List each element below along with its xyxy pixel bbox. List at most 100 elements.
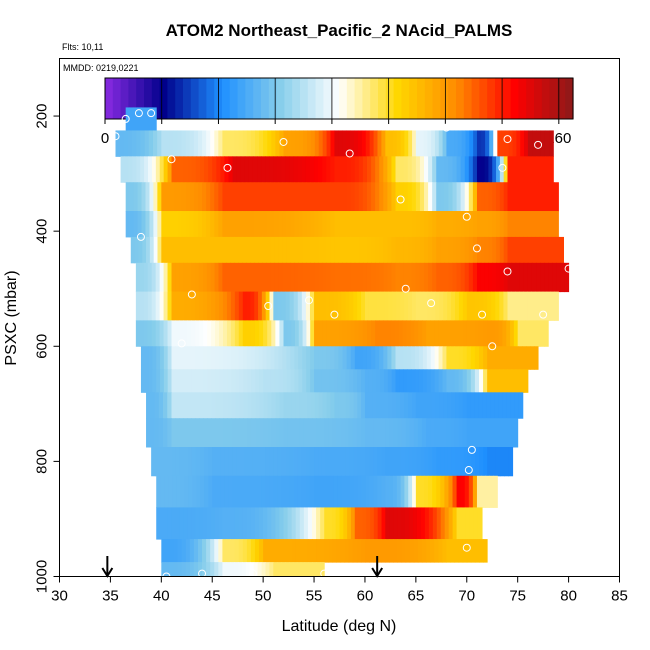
heatmap-cell	[168, 475, 173, 508]
heatmap-cell	[424, 447, 429, 477]
heatmap-cell	[195, 156, 201, 183]
heatmap-cell	[148, 346, 153, 370]
heatmap-cell	[478, 291, 484, 321]
heatmap-cell	[380, 291, 386, 321]
heatmap-cell	[482, 418, 487, 448]
heatmap-cell	[254, 507, 260, 540]
x-tick-label: 60	[357, 588, 374, 605]
heatmap-cell	[538, 291, 544, 321]
heatmap-cell	[318, 447, 323, 477]
heatmap-cell	[191, 507, 196, 540]
heatmap-cell	[491, 291, 496, 321]
heatmap-cell	[341, 475, 347, 508]
heatmap-cell	[208, 475, 213, 508]
heatmap-cell	[193, 236, 199, 264]
heatmap-cell	[155, 447, 160, 477]
heatmap-cell	[470, 392, 476, 419]
heatmap-cell	[395, 156, 401, 183]
heatmap-cell	[388, 392, 393, 419]
heatmap-cell	[385, 447, 390, 477]
heatmap-cell	[171, 346, 176, 370]
heatmap-cell	[214, 262, 219, 293]
heatmap-cell	[391, 346, 396, 370]
heatmap-cell	[383, 236, 388, 264]
heatmap-cell	[254, 539, 260, 563]
heatmap-cell	[167, 262, 172, 293]
heatmap-cell	[426, 418, 431, 448]
heatmap-cell	[250, 262, 255, 293]
heatmap-cell	[299, 418, 305, 448]
heatmap-cell	[314, 236, 319, 264]
colorbar-frame	[104, 77, 574, 120]
heatmap-cell	[224, 447, 230, 477]
heatmap-cell	[227, 369, 232, 393]
heatmap-cell	[234, 130, 240, 157]
sample-point	[167, 155, 176, 164]
heatmap-cell	[274, 182, 279, 212]
heatmap-cell	[279, 392, 284, 419]
heatmap-cell	[259, 539, 264, 563]
heatmap-cell	[417, 418, 423, 448]
heatmap-cell	[502, 392, 508, 419]
heatmap-cell	[346, 262, 352, 293]
heatmap-cell	[362, 507, 367, 540]
heatmap-cell	[360, 539, 366, 563]
heatmap-cell	[362, 262, 368, 293]
heatmap-cell	[198, 262, 204, 293]
heatmap-cell	[155, 262, 161, 293]
heatmap-cell	[238, 346, 244, 370]
heatmap-cell	[536, 320, 542, 347]
heatmap-cell	[295, 507, 301, 540]
heatmap-cell	[422, 369, 428, 393]
heatmap-cell	[258, 346, 264, 370]
heatmap-cell	[216, 156, 221, 183]
heatmap-cell	[322, 156, 327, 183]
heatmap-cell	[357, 447, 363, 477]
heatmap-cell	[349, 392, 354, 419]
heatmap-cell	[430, 539, 435, 563]
heatmap-cell	[423, 392, 429, 419]
heatmap-cell	[400, 447, 406, 477]
heatmap-cell	[488, 236, 493, 264]
heatmap-cell	[380, 369, 385, 393]
heatmap-cell	[518, 346, 523, 370]
heatmap-cell	[542, 291, 548, 321]
heatmap-cell	[246, 291, 251, 321]
heatmap-cell	[369, 475, 374, 508]
heatmap-cell	[395, 346, 400, 370]
heatmap-cell	[250, 507, 256, 540]
x-tick-label: 55	[306, 588, 323, 605]
sample-point	[223, 163, 232, 172]
heatmap-cell	[548, 262, 553, 293]
heatmap-cell	[173, 562, 179, 577]
heatmap-cell	[350, 262, 356, 293]
heatmap-cell	[310, 320, 315, 347]
heatmap-cell	[534, 211, 540, 238]
heatmap-cell	[193, 130, 199, 157]
heatmap-cell	[283, 539, 289, 563]
heatmap-cell	[282, 262, 287, 293]
heatmap-cell	[530, 346, 535, 370]
heatmap-cell	[203, 320, 208, 347]
heatmap-cell	[234, 262, 239, 293]
heatmap-cell	[282, 211, 287, 238]
heatmap-cell	[232, 475, 238, 508]
heatmap-cell	[452, 211, 458, 238]
heatmap-cell	[294, 369, 299, 393]
heatmap-cell	[527, 262, 533, 293]
heatmap-cell	[207, 320, 212, 347]
heatmap-cell	[207, 346, 212, 370]
heatmap-cell	[436, 475, 441, 508]
heatmap-cell	[338, 236, 344, 264]
heatmap-cell	[191, 392, 196, 419]
heatmap-cell	[210, 211, 215, 238]
heatmap-cell	[362, 320, 368, 347]
heatmap-cell	[357, 130, 363, 157]
heatmap-cell	[480, 156, 486, 183]
heatmap-cell	[252, 156, 258, 183]
heatmap-cell	[346, 346, 352, 370]
heatmap-cell	[515, 236, 520, 264]
heatmap-cell	[206, 507, 212, 540]
heatmap-cell	[393, 418, 399, 448]
